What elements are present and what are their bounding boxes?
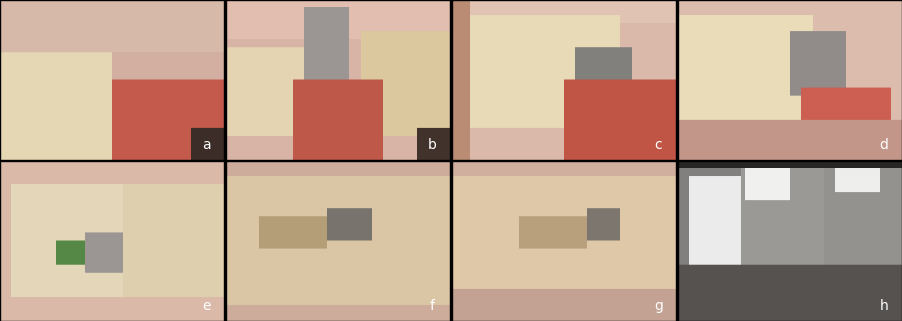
Text: e: e [202, 299, 211, 313]
Text: g: g [654, 299, 663, 313]
Text: f: f [430, 299, 435, 313]
Text: a: a [202, 138, 211, 152]
Text: b: b [428, 138, 437, 152]
Text: d: d [879, 138, 888, 152]
Text: c: c [654, 138, 662, 152]
Text: h: h [879, 299, 888, 313]
